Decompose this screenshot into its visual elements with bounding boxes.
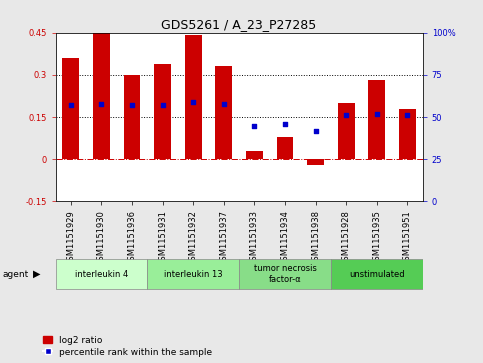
Text: interleukin 4: interleukin 4 [75,270,128,278]
Point [281,121,289,127]
Text: interleukin 13: interleukin 13 [164,270,223,278]
Bar [93,30,110,159]
Bar [215,66,232,159]
Point [67,102,75,108]
Point [220,101,227,106]
Bar [62,58,79,159]
Point [312,128,319,134]
Point [189,99,197,105]
Bar [277,137,293,159]
Point [159,102,167,108]
Text: unstimulated: unstimulated [349,270,405,278]
Point [373,111,381,117]
Text: agent: agent [2,270,28,278]
Bar [246,151,263,159]
Point [403,113,411,118]
Bar [307,159,324,165]
Bar [124,75,141,159]
FancyBboxPatch shape [239,259,331,289]
Bar [369,81,385,159]
Legend: log2 ratio, percentile rank within the sample: log2 ratio, percentile rank within the s… [43,336,213,357]
FancyBboxPatch shape [331,259,423,289]
Title: GDS5261 / A_23_P27285: GDS5261 / A_23_P27285 [161,19,317,32]
Point [342,113,350,118]
Bar [399,109,416,159]
Bar [338,103,355,159]
Point [251,123,258,129]
Point [98,101,105,106]
Bar [185,36,201,159]
FancyBboxPatch shape [147,259,239,289]
Bar [154,64,171,159]
Text: tumor necrosis
factor-α: tumor necrosis factor-α [254,264,316,284]
Text: ▶: ▶ [33,269,41,279]
Point [128,102,136,108]
FancyBboxPatch shape [56,259,147,289]
